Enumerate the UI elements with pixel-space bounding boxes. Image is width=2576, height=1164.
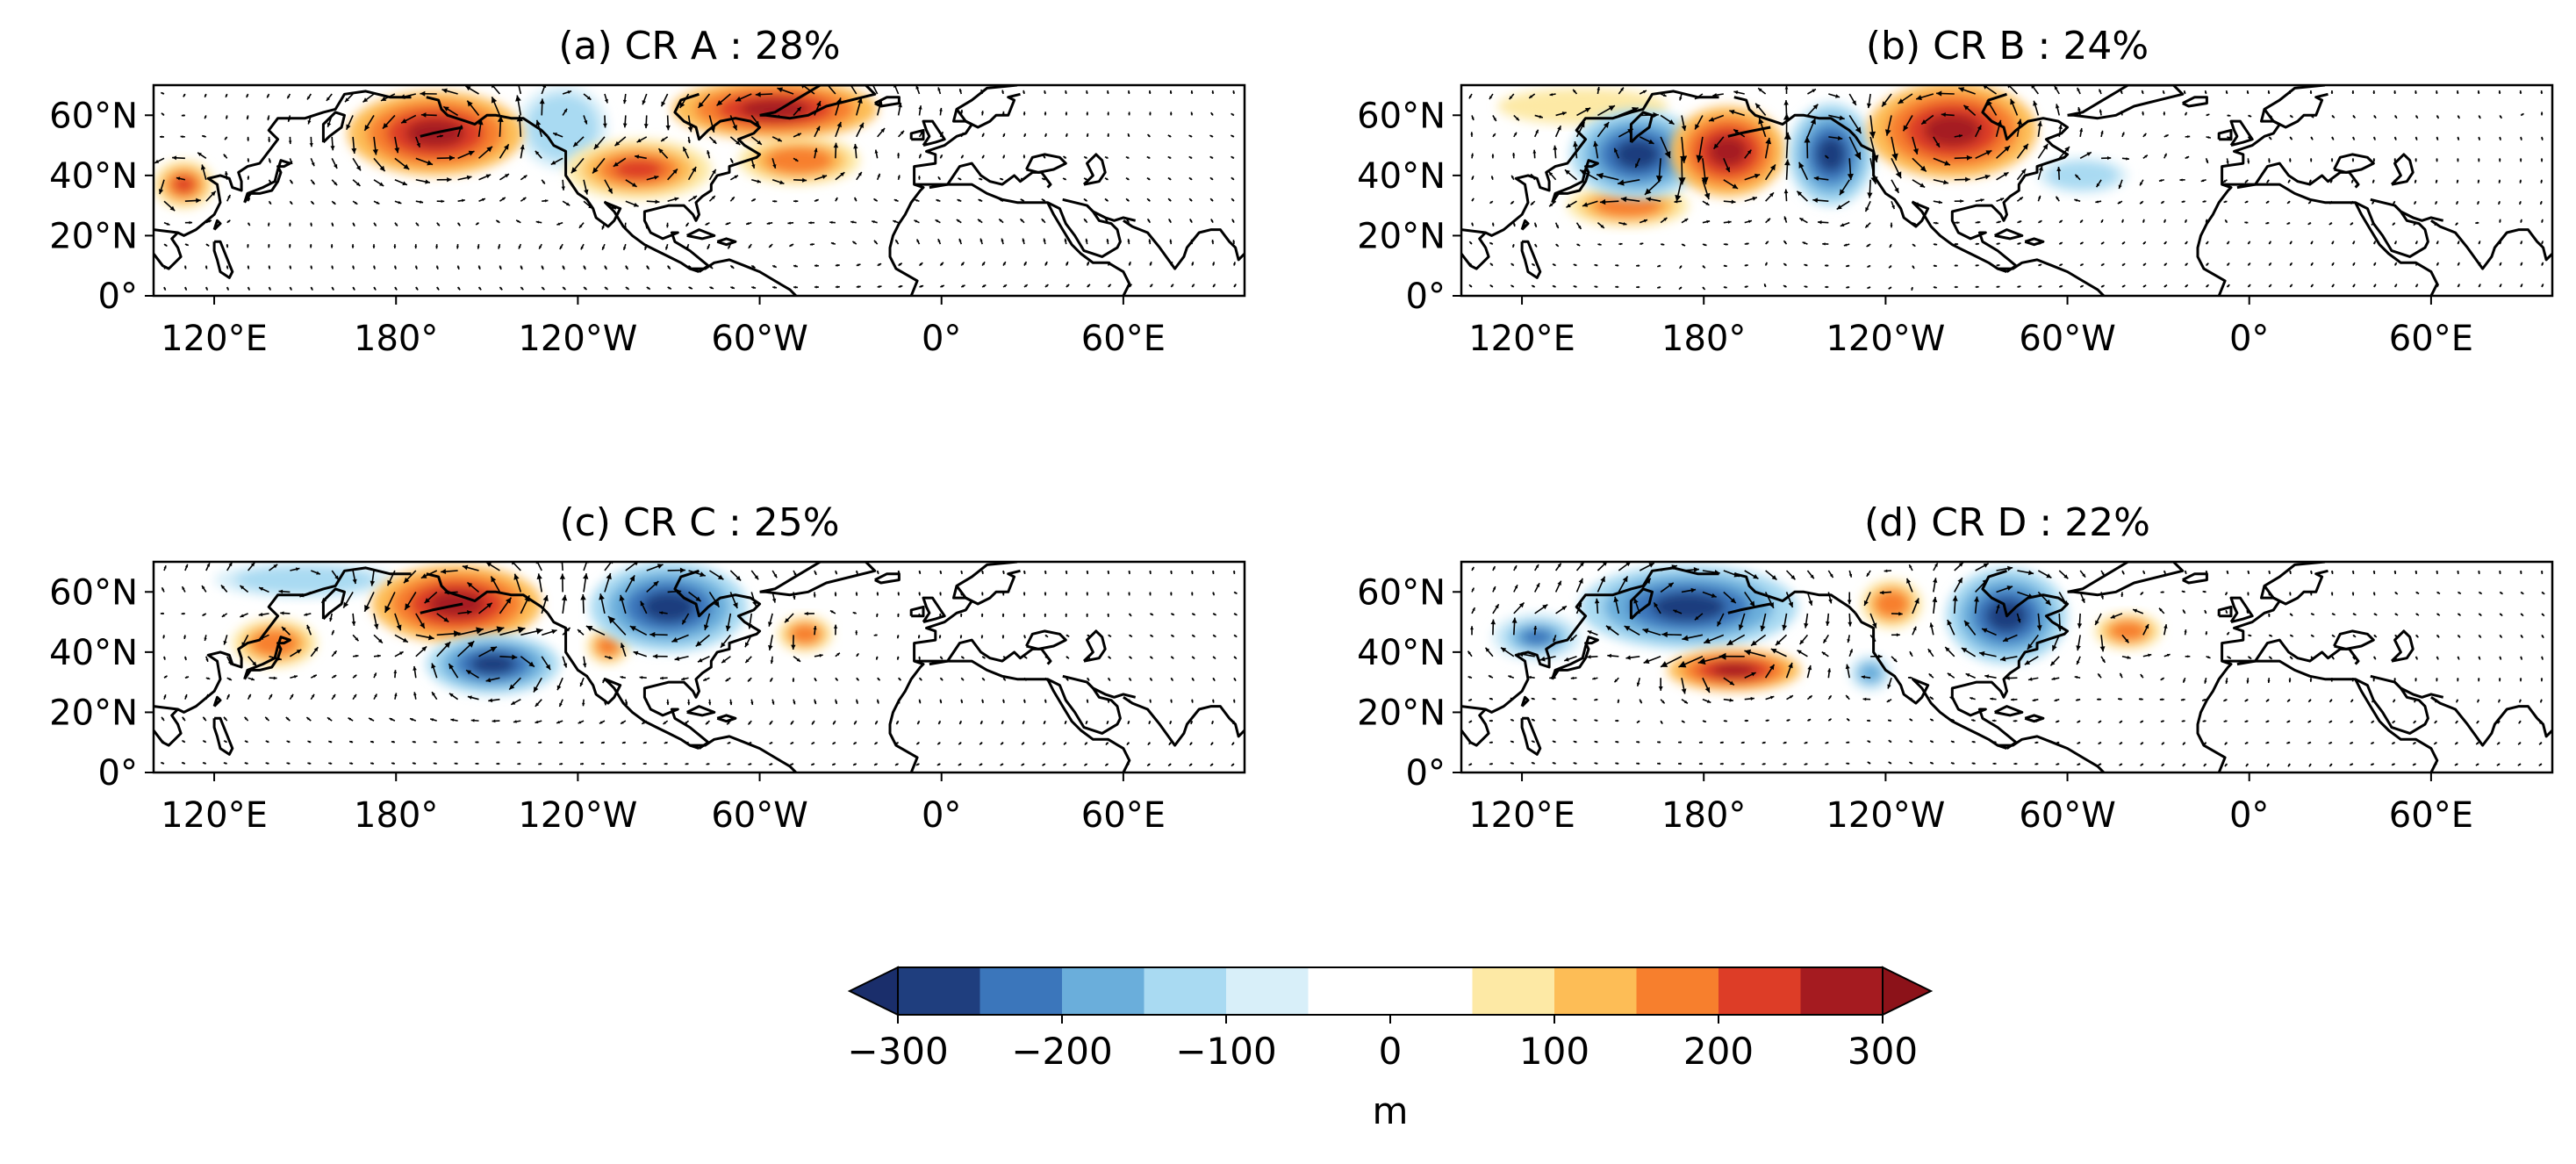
x-tick-label: 180° (354, 319, 438, 359)
anomaly-contour (1859, 663, 1883, 683)
x-tick-label: 120°E (1468, 795, 1575, 836)
x-tick-label: 180° (1661, 319, 1746, 359)
x-tick-label: 120°W (1826, 319, 1945, 359)
anomaly-blob (738, 136, 859, 184)
y-tick-label: 0° (1406, 753, 1446, 794)
y-tick-label: 40°N (49, 633, 138, 673)
y-tick-label: 0° (1406, 277, 1446, 317)
y-tick-label: 0° (98, 753, 138, 794)
x-tick-label: 120°W (518, 795, 637, 836)
colorbar-band (1144, 967, 1227, 1015)
colorbar-over-arrow (1883, 967, 1931, 1015)
y-tick-label: 20°N (49, 693, 138, 733)
colorbar-tick-label: −200 (1011, 1030, 1112, 1073)
y-tick-label: 40°N (1357, 633, 1446, 673)
anomaly-contour (2109, 621, 2147, 641)
y-tick-label: 60°N (1357, 96, 1446, 136)
anomaly-blob (1849, 655, 1891, 691)
anomaly-blob (1862, 580, 1922, 629)
colorbar-band (1226, 967, 1309, 1015)
anomaly-blob (214, 562, 396, 598)
anomaly-field-a (0, 79, 1245, 296)
x-tick-label: 120°E (1468, 319, 1575, 359)
panel-title-c: (c) CR C : 25% (559, 500, 839, 545)
colorbar-tick-label: 0 (1379, 1030, 1403, 1073)
x-tick-label: 60°E (2389, 795, 2473, 836)
anomaly-contour (251, 629, 298, 657)
y-tick-label: 40°N (49, 156, 138, 197)
anomaly-contour (1923, 114, 1981, 147)
anomaly-contour (765, 147, 833, 174)
anomaly-blob (233, 619, 318, 667)
anomaly-contour (642, 592, 695, 622)
panel-title-b: (b) CR B : 24% (1866, 24, 2149, 68)
anomaly-blob (1580, 564, 1798, 649)
x-tick-label: 60°E (1081, 795, 1166, 836)
panel-title-d: (d) CR D : 22% (1864, 500, 2150, 545)
wind-arrow (562, 559, 563, 571)
y-tick-label: 20°N (1357, 693, 1446, 733)
colorbar-tick-label: −100 (1175, 1030, 1276, 1073)
anomaly-contour (2047, 162, 2118, 190)
anomaly-blob (590, 562, 748, 652)
colorbar-tick-label: 100 (1519, 1030, 1589, 1073)
panel-b: (b) CR B : 24% 120°E 180° 120°W 60°W 0° 60°E 6… (1357, 24, 2552, 359)
colorbar-band (1309, 967, 1473, 1015)
anomaly-contour (1522, 629, 1553, 645)
colorbar: −300 −200 −100 0 100 200 300 (847, 967, 1931, 1073)
anomaly-contour (1266, 612, 1354, 656)
x-tick-label: 60°W (2019, 795, 2115, 836)
x-tick-label: 0° (2229, 795, 2269, 836)
anomaly-field-c (154, 558, 1245, 772)
colorbar-band (980, 967, 1063, 1015)
colorbar-band (1719, 967, 1801, 1015)
colorbar-band (1637, 967, 1719, 1015)
x-tick-label: 0° (922, 795, 961, 836)
y-tick-label: 60°N (49, 96, 138, 136)
anomaly-blob (671, 79, 878, 140)
panel-c: (c) CR C : 25% 120°E 180° 120°W 60°W 0° 60°E 6… (49, 500, 1245, 836)
colorbar-band (898, 967, 980, 1015)
colorbar-tick-label: −300 (847, 1030, 948, 1073)
colorbar-band (1062, 967, 1144, 1015)
x-tick-label: 60°E (2389, 319, 2473, 359)
anomaly-contour (1709, 136, 1748, 167)
x-tick-label: 60°W (2019, 319, 2115, 359)
colorbar-unit-label: m (1373, 1089, 1409, 1132)
anomaly-blob (427, 634, 560, 694)
colorbar-band (1473, 967, 1555, 1015)
anomaly-contour (174, 176, 194, 193)
x-tick-label: 120°W (518, 319, 637, 359)
x-tick-label: 120°E (161, 795, 268, 836)
anomaly-contour (1817, 137, 1846, 172)
y-tick-label: 60°N (1357, 572, 1446, 613)
colorbar-tick-label: 300 (1848, 1030, 1918, 1073)
x-tick-label: 180° (354, 795, 438, 836)
anomaly-blob (2095, 613, 2162, 649)
colorbar-band (1801, 967, 1884, 1015)
colorbar-band (1554, 967, 1637, 1015)
x-tick-label: 60°W (711, 795, 807, 836)
panel-a: (a) CR A : 28% 120°E 180° 120°W 60°W 0° 60°E 6… (0, 24, 1245, 359)
y-tick-label: 60°N (49, 572, 138, 613)
x-tick-label: 0° (2229, 319, 2269, 359)
panel-title-a: (a) CR A : 28% (558, 24, 840, 68)
y-tick-label: 40°N (1357, 156, 1446, 197)
colorbar-tick-label: 200 (1683, 1030, 1754, 1073)
anomaly-contour (1248, 604, 1371, 665)
x-tick-label: 60°E (1081, 319, 1166, 359)
x-tick-label: 180° (1661, 795, 1746, 836)
x-tick-label: 120°E (161, 319, 268, 359)
anomaly-blob (1868, 83, 2037, 179)
colorbar-under-arrow (850, 967, 898, 1015)
panel-d: (d) CR D : 22% 120°E 180° 120°W 60°W 0° 60°E 6… (1231, 500, 2552, 836)
x-tick-label: 0° (922, 319, 961, 359)
anomaly-field-b (1361, 83, 2552, 296)
y-tick-label: 20°N (1357, 216, 1446, 256)
x-tick-label: 60°W (711, 319, 807, 359)
x-tick-label: 120°W (1826, 795, 1945, 836)
y-tick-label: 0° (98, 277, 138, 317)
y-tick-label: 20°N (49, 216, 138, 256)
